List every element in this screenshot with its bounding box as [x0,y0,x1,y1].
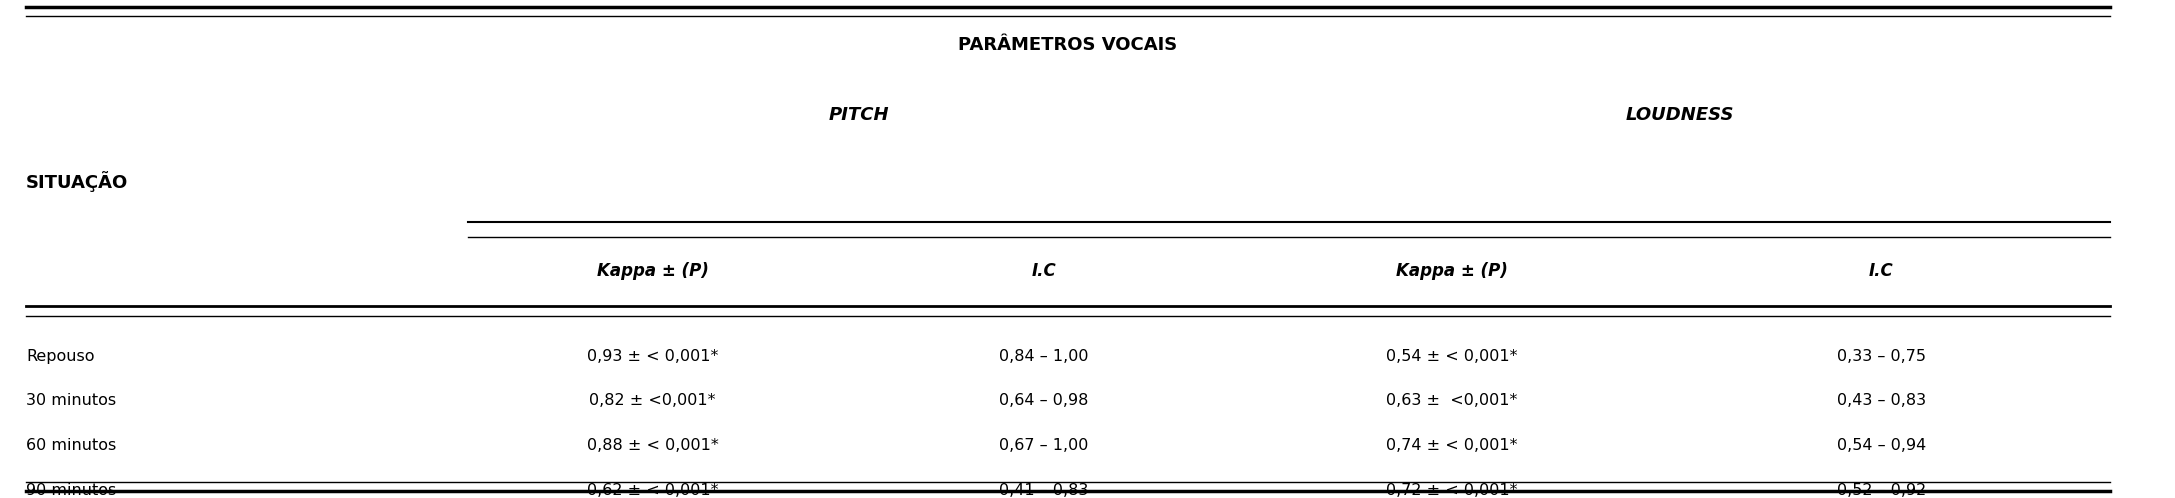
Text: 0,72 ± < 0,001*: 0,72 ± < 0,001* [1385,483,1518,498]
Text: 0,52 – 0,92: 0,52 – 0,92 [1836,483,1927,498]
Text: Kappa ± (P): Kappa ± (P) [1396,262,1507,280]
Text: 0,64 – 0,98: 0,64 – 0,98 [998,393,1090,408]
Text: PITCH: PITCH [829,106,890,124]
Text: PARÂMETROS VOCAIS: PARÂMETROS VOCAIS [959,36,1177,54]
Text: 0,54 ± < 0,001*: 0,54 ± < 0,001* [1385,349,1518,364]
Text: LOUDNESS: LOUDNESS [1627,106,1733,124]
Text: Repouso: Repouso [26,349,94,364]
Text: 0,82 ± <0,001*: 0,82 ± <0,001* [589,393,716,408]
Text: I.C: I.C [1868,262,1894,280]
Text: 0,88 ± < 0,001*: 0,88 ± < 0,001* [587,438,718,453]
Text: 30 minutos: 30 minutos [26,393,115,408]
Text: 0,67 – 1,00: 0,67 – 1,00 [998,438,1090,453]
Text: 0,33 – 0,75: 0,33 – 0,75 [1838,349,1925,364]
Text: 90 minutos: 90 minutos [26,483,115,498]
Text: 0,54 – 0,94: 0,54 – 0,94 [1836,438,1927,453]
Text: 60 minutos: 60 minutos [26,438,115,453]
Text: Kappa ± (P): Kappa ± (P) [596,262,709,280]
Text: I.C: I.C [1031,262,1057,280]
Text: 0,93 ± < 0,001*: 0,93 ± < 0,001* [587,349,718,364]
Text: 0,41 – 0,83: 0,41 – 0,83 [998,483,1090,498]
Text: 0,74 ± < 0,001*: 0,74 ± < 0,001* [1385,438,1518,453]
Text: 0,62 ± < 0,001*: 0,62 ± < 0,001* [587,483,718,498]
Text: 0,63 ±  <0,001*: 0,63 ± <0,001* [1385,393,1518,408]
Text: 0,43 – 0,83: 0,43 – 0,83 [1838,393,1925,408]
Text: SITUAÇÃO: SITUAÇÃO [26,171,128,192]
Text: 0,84 – 1,00: 0,84 – 1,00 [998,349,1090,364]
